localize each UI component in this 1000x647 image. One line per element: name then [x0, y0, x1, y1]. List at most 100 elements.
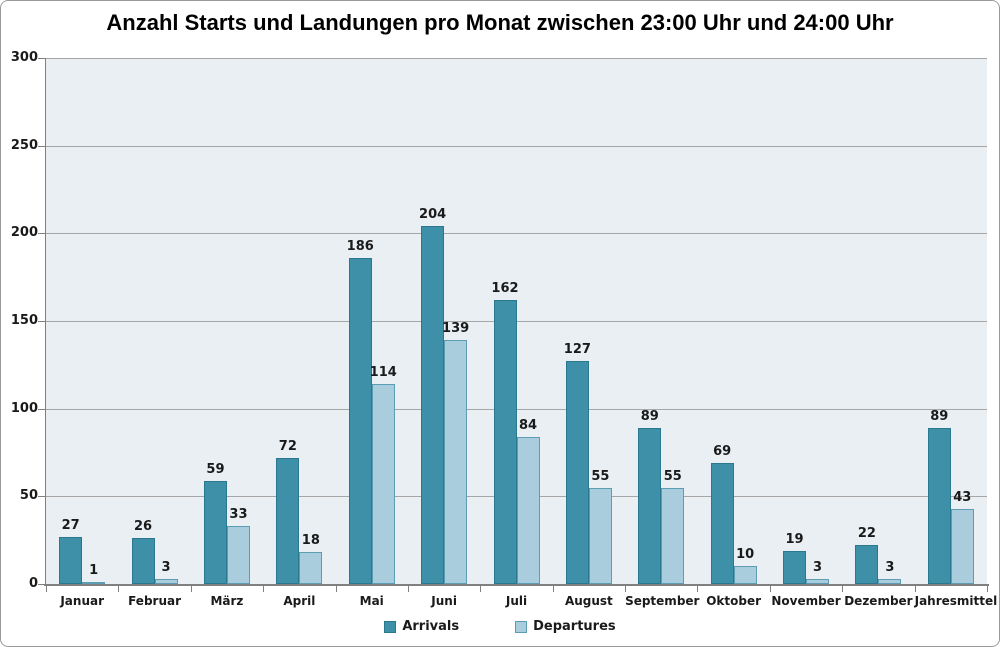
- x-axis-line: [44, 584, 989, 586]
- data-label-arrivals-mai: 186: [346, 238, 374, 254]
- x-axis-label-märz: März: [210, 594, 244, 608]
- bar-arrivals-april: [276, 457, 300, 584]
- y-axis-tick-100: [38, 408, 46, 410]
- data-label-departures-oktober: 10: [736, 547, 755, 563]
- gridline-100: [46, 408, 987, 410]
- data-label-arrivals-november: 19: [785, 531, 804, 547]
- data-label-departures-märz: 33: [229, 507, 248, 523]
- data-label-departures-juli: 84: [518, 417, 538, 433]
- arrivals-swatch-icon: [384, 620, 397, 633]
- x-axis-label-dezember: Dezember: [844, 594, 913, 608]
- bar-departures-oktober: [733, 566, 757, 584]
- bar-arrivals-juli: [493, 299, 517, 584]
- x-axis-tick-5: [407, 586, 409, 592]
- legend-item-arrivals: Arrivals: [384, 619, 459, 634]
- data-label-arrivals-märz: 59: [206, 461, 225, 477]
- data-label-departures-november: 3: [813, 559, 823, 575]
- bar-arrivals-juni: [421, 226, 445, 584]
- data-label-arrivals-dezember: 22: [857, 526, 876, 542]
- bar-arrivals-februar: [131, 538, 155, 584]
- departures-swatch-icon: [515, 620, 528, 633]
- x-axis-tick-11: [842, 586, 844, 592]
- x-axis-tick-6: [480, 586, 482, 592]
- data-label-departures-april: 18: [301, 533, 320, 549]
- chart-title: Anzahl Starts und Landungen pro Monat zw…: [106, 10, 894, 35]
- y-axis-tick-0: [38, 584, 46, 585]
- x-axis-label-februar: Februar: [128, 594, 182, 608]
- data-label-departures-september: 55: [663, 468, 682, 484]
- y-axis-tick-50: [38, 496, 46, 498]
- x-axis-tick-7: [552, 586, 554, 592]
- bar-arrivals-märz: [203, 480, 227, 584]
- data-label-departures-februar: 3: [161, 559, 171, 575]
- y-axis-line: [45, 58, 46, 584]
- x-axis-label-oktober: Oktober: [706, 594, 762, 608]
- y-axis-tick-250: [38, 145, 46, 147]
- bar-arrivals-jahresmittel: [927, 427, 951, 584]
- bar-departures-märz: [226, 526, 250, 584]
- bar-arrivals-september: [638, 427, 662, 584]
- x-axis-tick-2: [190, 586, 192, 592]
- bar-departures-september: [661, 487, 685, 584]
- y-axis-label-50: 50: [19, 488, 38, 504]
- x-axis-label-mai: Mai: [359, 594, 384, 608]
- data-label-departures-januar: 1: [89, 563, 99, 579]
- x-axis-label-november: November: [771, 594, 841, 608]
- data-label-arrivals-februar: 26: [134, 519, 153, 535]
- data-label-arrivals-oktober: 69: [713, 444, 732, 460]
- x-axis-tick-0: [46, 586, 47, 592]
- y-axis-tick-200: [38, 233, 46, 235]
- data-label-departures-jahresmittel: 43: [953, 489, 972, 505]
- data-label-arrivals-september: 89: [640, 408, 659, 424]
- bar-arrivals-november: [783, 550, 807, 584]
- x-axis-tick-3: [263, 586, 265, 592]
- gridline-300: [46, 58, 987, 59]
- y-axis-label-0: 0: [28, 576, 38, 591]
- gridline-150: [46, 321, 987, 322]
- data-label-arrivals-april: 72: [278, 438, 297, 454]
- x-axis-tick-9: [697, 586, 699, 592]
- data-label-departures-juni: 139: [442, 321, 470, 337]
- bar-arrivals-januar: [59, 536, 83, 584]
- bar-departures-august: [588, 487, 612, 584]
- x-axis-tick-4: [335, 586, 337, 592]
- bar-departures-april: [299, 552, 323, 584]
- plot-area: 27 1 26 3 59 33 72 18 186 114 204 139 162 84 127 55 89 55…: [46, 58, 987, 584]
- bar-departures-juli: [516, 436, 540, 584]
- x-axis-label-juni: Juni: [431, 594, 457, 608]
- data-label-arrivals-juli: 162: [491, 280, 519, 296]
- legend-label-arrivals: Arrivals: [402, 619, 460, 634]
- legend: Arrivals Departures: [1, 619, 999, 634]
- data-label-arrivals-august: 127: [563, 342, 591, 358]
- data-label-departures-august: 55: [591, 468, 610, 484]
- data-label-arrivals-januar: 27: [61, 517, 80, 533]
- x-axis-tick-10: [769, 586, 771, 592]
- bar-departures-november: [806, 578, 830, 584]
- legend-item-departures: Departures: [515, 619, 616, 634]
- gridline-250: [46, 145, 987, 147]
- bar-departures-juni: [444, 340, 468, 584]
- bar-departures-januar: [82, 582, 106, 584]
- bar-arrivals-dezember: [855, 545, 879, 584]
- data-label-departures-dezember: 3: [885, 559, 895, 575]
- data-label-arrivals-jahresmittel: 89: [930, 408, 949, 424]
- bar-departures-dezember: [878, 578, 902, 584]
- y-axis-label-150: 150: [10, 313, 38, 328]
- bar-arrivals-oktober: [710, 463, 734, 584]
- x-axis-label-august: August: [564, 594, 613, 608]
- bar-arrivals-mai: [348, 257, 372, 584]
- x-axis-label-september: September: [625, 594, 700, 608]
- x-axis-tick-12: [914, 586, 916, 592]
- data-label-departures-mai: 114: [369, 365, 397, 381]
- bar-departures-mai: [371, 384, 395, 584]
- y-axis-label-250: 250: [10, 137, 38, 153]
- bar-arrivals-august: [565, 361, 589, 584]
- x-axis-label-januar: Januar: [60, 594, 105, 608]
- y-axis-label-300: 300: [10, 50, 38, 65]
- x-axis-tick-13: [987, 586, 988, 592]
- y-axis-tick-300: [38, 58, 46, 59]
- x-axis-tick-1: [118, 586, 120, 592]
- y-axis-tick-150: [38, 321, 46, 322]
- data-label-arrivals-juni: 204: [419, 207, 447, 223]
- x-axis-tick-8: [625, 586, 627, 592]
